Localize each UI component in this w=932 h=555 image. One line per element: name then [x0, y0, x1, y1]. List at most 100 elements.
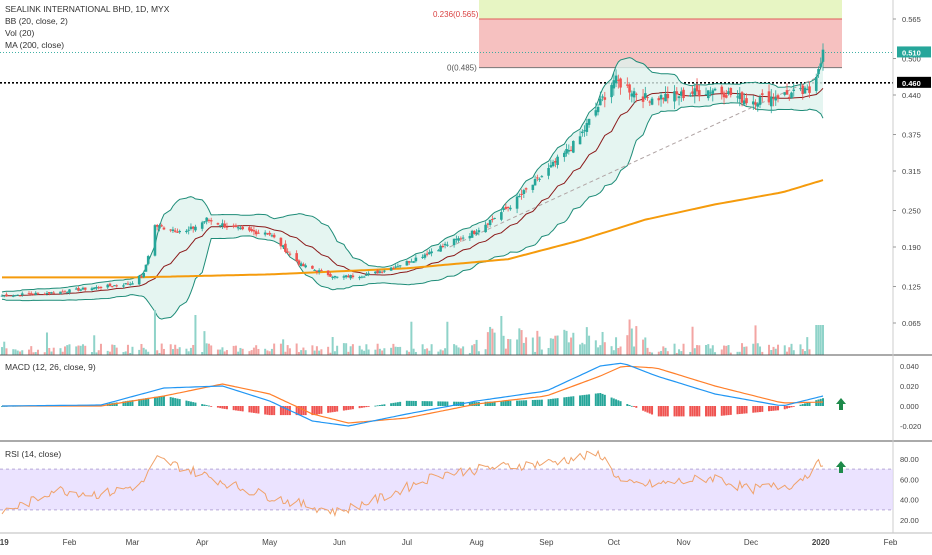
volume-bar — [221, 347, 224, 355]
volume-bar — [421, 344, 424, 355]
candle-body — [81, 287, 85, 290]
volume-bar — [223, 351, 226, 355]
candle-body — [342, 276, 346, 278]
candle-body — [446, 244, 449, 246]
volume-bar — [630, 328, 633, 355]
volume-bar — [367, 349, 370, 355]
macd-histogram-bar — [264, 406, 267, 415]
volume-bar — [282, 339, 285, 355]
macd-histogram-bar — [518, 400, 521, 406]
macd-histogram-bar — [248, 406, 251, 413]
indicator-bb-label[interactable]: BB (20, close, 2) — [5, 16, 68, 26]
macd-histogram-bar — [644, 406, 647, 412]
volume-bar — [381, 350, 384, 355]
volume-bar — [360, 349, 363, 355]
candle-body — [596, 106, 600, 113]
candle-body — [317, 270, 321, 272]
volume-bar — [563, 329, 566, 355]
macd-histogram-bar — [651, 406, 654, 415]
candle-body — [554, 161, 557, 163]
volume-bar — [16, 350, 19, 355]
volume-bar — [288, 348, 291, 355]
candle-body — [547, 168, 550, 176]
time-tick-label: 2020 — [812, 538, 830, 547]
price-tick-label: 0.440 — [902, 91, 921, 100]
candle-body — [751, 101, 755, 105]
macd-histogram-bar — [678, 406, 681, 417]
volume-bar — [817, 325, 820, 355]
volume-bar — [144, 349, 147, 355]
candle-body — [178, 230, 181, 233]
candle-body — [32, 293, 35, 295]
macd-histogram-bar — [786, 406, 789, 409]
volume-bar — [210, 345, 213, 355]
volume-bar — [565, 330, 568, 355]
fib-zone-upper — [479, 0, 842, 19]
volume-bar — [122, 352, 125, 355]
volume-bar — [570, 337, 573, 355]
macd-histogram-bar — [507, 400, 510, 406]
candle-body — [311, 265, 314, 269]
volume-bar — [342, 343, 345, 355]
macd-histogram-bar — [194, 402, 197, 406]
macd-histogram-bar — [714, 406, 717, 417]
volume-bar — [318, 350, 321, 355]
volume-bar — [455, 345, 458, 355]
candle-body — [18, 295, 22, 297]
macd-histogram-bar — [534, 399, 537, 406]
volume-bar — [660, 350, 663, 355]
candle-body — [234, 225, 238, 228]
volume-bar — [783, 345, 786, 355]
candle-body — [468, 236, 472, 239]
volume-bar — [333, 351, 336, 355]
candle-body — [720, 86, 724, 94]
candle-body — [706, 90, 710, 99]
macd-histogram-bar — [666, 406, 669, 417]
volume-bar — [444, 348, 447, 355]
indicator-vol-label[interactable]: Vol (20) — [5, 28, 35, 38]
macd-histogram-bar — [187, 401, 190, 406]
candle-body — [194, 226, 197, 231]
macd-histogram-bar — [349, 406, 352, 410]
volume-bar — [554, 335, 557, 355]
macd-histogram-bar — [156, 396, 159, 406]
volume-bar — [5, 348, 8, 355]
candle-body — [531, 184, 535, 190]
macd-pane-label[interactable]: MACD (12, 26, close, 9) — [5, 362, 96, 372]
candle-body — [688, 95, 692, 97]
volume-bar — [201, 352, 204, 355]
macd-histogram-bar — [426, 401, 429, 406]
rsi-pane-label[interactable]: RSI (14, close) — [5, 449, 62, 459]
volume-bar — [446, 321, 449, 355]
macd-histogram-bar — [257, 406, 260, 414]
candle-body — [279, 237, 283, 247]
volume-bar — [761, 351, 764, 355]
macd-histogram-bar — [538, 399, 541, 406]
macd-histogram-bar — [250, 406, 253, 413]
candle-body — [128, 283, 132, 285]
candle-body — [461, 237, 465, 239]
candle-body — [443, 243, 447, 246]
indicator-ma-label[interactable]: MA (200, close) — [5, 40, 65, 50]
candle-body — [268, 232, 271, 235]
candle-body — [140, 276, 143, 278]
volume-bar — [286, 345, 289, 355]
macd-histogram-bar — [216, 406, 219, 408]
volume-bar — [682, 343, 685, 355]
volume-bar — [579, 344, 582, 355]
macd-histogram-bar — [329, 406, 332, 413]
candle-body — [722, 92, 726, 98]
volume-bar — [239, 347, 242, 355]
candle-body — [263, 232, 267, 235]
volume-bar — [756, 343, 759, 355]
macd-histogram-bar — [612, 398, 615, 406]
candle-body — [423, 254, 427, 258]
volume-bar — [1, 347, 3, 355]
volume-bar — [567, 342, 570, 355]
candle-body — [421, 256, 424, 258]
volume-bar — [752, 343, 755, 355]
candle-body — [459, 238, 463, 240]
candle-body — [315, 270, 319, 272]
